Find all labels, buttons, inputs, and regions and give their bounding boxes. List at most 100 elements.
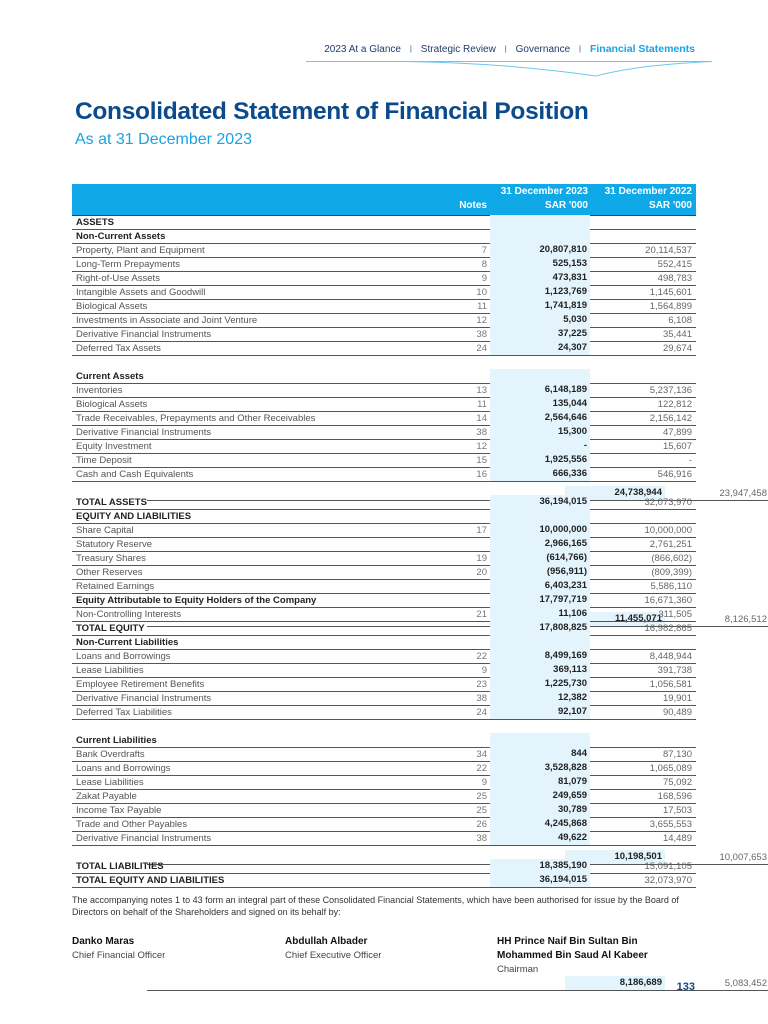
table-row: Investments in Associate and Joint Ventu… bbox=[72, 313, 696, 328]
value-2022: 47,899 bbox=[662, 427, 692, 438]
signatory-name: HH Prince Naif Bin Sultan Bin Mohammed B… bbox=[497, 936, 648, 961]
value-2023 bbox=[490, 733, 590, 747]
section-header-row: Non-Current Assets bbox=[72, 229, 696, 244]
value-2023: 20,807,810 bbox=[490, 243, 590, 257]
row-note: 22 bbox=[476, 651, 487, 662]
value-2023: 6,403,231 bbox=[490, 579, 590, 593]
nav-item-financial-statements[interactable]: Financial Statements bbox=[589, 43, 695, 55]
table-row: Derivative Financial Instruments 38 12,382… bbox=[72, 691, 696, 706]
value-2022: - bbox=[688, 455, 692, 466]
row-label: Non-Current Assets bbox=[76, 231, 166, 242]
table-row: Deferred Tax Liabilities 24 92,107 90,489 bbox=[72, 705, 696, 720]
header-notes: Notes bbox=[459, 200, 487, 211]
table-row: Derivative Financial Instruments 38 37,225… bbox=[72, 327, 696, 342]
value-2023: 36,194,015 bbox=[490, 495, 590, 509]
row-note: 12 bbox=[476, 315, 487, 326]
value-2023: 11,106 bbox=[490, 607, 590, 621]
total-row: TOTAL LIABILITIES 18,385,190 15,091,105 bbox=[72, 859, 696, 874]
table-row: Lease Liabilities 9 81,079 75,092 bbox=[72, 775, 696, 790]
total-row: TOTAL EQUITY 17,808,825 16,982,865 bbox=[72, 621, 696, 636]
value-2022: 87,130 bbox=[662, 749, 692, 760]
signatory-chairman: HH Prince Naif Bin Sultan Bin Mohammed B… bbox=[497, 935, 667, 977]
table-row: Zakat Payable 25 249,659 168,596 bbox=[72, 789, 696, 804]
value-2023: 1,741,819 bbox=[490, 299, 590, 313]
row-label: Lease Liabilities bbox=[76, 777, 144, 788]
subtotal-row: 10,198,501 10,007,653 bbox=[147, 850, 768, 865]
value-2022: (809,399) bbox=[651, 567, 692, 578]
table-body: ASSETS Non-Current Assets Property, Plant … bbox=[72, 215, 768, 991]
value-2023: 81,079 bbox=[490, 775, 590, 789]
value-2022: 1,065,089 bbox=[649, 763, 692, 774]
value-2023: 30,789 bbox=[490, 803, 590, 817]
table-row: Equity Investment 12- 15,607 bbox=[72, 439, 696, 454]
row-note: 19 bbox=[476, 553, 487, 564]
value-2022: 15,607 bbox=[662, 441, 692, 452]
value-2023: 8,499,169 bbox=[490, 649, 590, 663]
row-note: 25 bbox=[476, 805, 487, 816]
row-label: Other Reserves bbox=[76, 567, 143, 578]
row-note: 22 bbox=[476, 763, 487, 774]
row-label: Inventories bbox=[76, 385, 123, 396]
value-2022: 1,145,601 bbox=[649, 287, 692, 298]
table-row: Other Reserves 20 (956,911) (809,399) bbox=[72, 565, 696, 580]
table-row: Derivative Financial Instruments 38 15,300… bbox=[72, 425, 696, 440]
value-2023: 844 bbox=[490, 747, 590, 761]
value-2023 bbox=[490, 215, 590, 229]
total-row: TOTAL ASSETS 36,194,015 32,073,970 bbox=[72, 495, 696, 510]
value-2023: 36,194,015 bbox=[490, 873, 590, 887]
signatory-title: Chief Executive Officer bbox=[285, 950, 382, 961]
header-2023-date: 31 December 2023 bbox=[500, 186, 588, 197]
row-note: 20 bbox=[476, 567, 487, 578]
row-label: Equity Attributable to Equity Holders of… bbox=[76, 595, 317, 606]
row-note: 26 bbox=[476, 819, 487, 830]
table-row: Loans and Borrowings 22 8,499,169 8,448,944 bbox=[72, 649, 696, 664]
value-2023: 5,030 bbox=[490, 313, 590, 327]
value-2023: 17,808,825 bbox=[490, 621, 590, 635]
row-label: Lease Liabilities bbox=[76, 665, 144, 676]
value-2022: 168,596 bbox=[657, 791, 692, 802]
nav-item-glance[interactable]: 2023 At a Glance bbox=[324, 43, 401, 55]
nav-item-strategic-review[interactable]: Strategic Review bbox=[420, 43, 496, 55]
row-note: 38 bbox=[476, 329, 487, 340]
table-row: Retained Earnings 6,403,231 5,586,110 bbox=[72, 579, 696, 594]
value-2023: 135,044 bbox=[490, 397, 590, 411]
nav-item-governance[interactable]: Governance bbox=[515, 43, 571, 55]
subtotal-row: 11,455,071 8,126,512 bbox=[147, 612, 768, 627]
value-2023: 8,186,689 bbox=[565, 976, 665, 990]
value-2023: 92,107 bbox=[490, 705, 590, 719]
row-label: Retained Earnings bbox=[76, 581, 155, 592]
subtotal-row: 8,186,689 5,083,452 bbox=[147, 976, 768, 991]
table-row: Statutory Reserve 2,966,165 2,761,251 bbox=[72, 537, 696, 552]
row-label: Cash and Cash Equivalents bbox=[76, 469, 194, 480]
row-note: 9 bbox=[481, 273, 487, 284]
row-note: 7 bbox=[481, 245, 487, 256]
row-label: Equity Investment bbox=[76, 441, 152, 452]
row-label: TOTAL LIABILITIES bbox=[76, 861, 164, 872]
row-note: 23 bbox=[476, 679, 487, 690]
section-header-row: EQUITY AND LIABILITIES bbox=[72, 509, 696, 524]
row-label: Intangible Assets and Goodwill bbox=[76, 287, 206, 298]
section-header-row: ASSETS bbox=[72, 215, 696, 230]
value-2023: 49,622 bbox=[490, 831, 590, 845]
row-note: 15 bbox=[476, 455, 487, 466]
row-label: Right-of-Use Assets bbox=[76, 273, 160, 284]
row-label: Current Assets bbox=[76, 371, 144, 382]
row-label: Loans and Borrowings bbox=[76, 651, 171, 662]
row-note: 24 bbox=[476, 707, 487, 718]
value-2022: 391,738 bbox=[657, 665, 692, 676]
value-2022: 14,489 bbox=[662, 833, 692, 844]
row-label: Investments in Associate and Joint Ventu… bbox=[76, 315, 258, 326]
value-2022: 32,073,970 bbox=[644, 497, 692, 508]
value-2023: 3,528,828 bbox=[490, 761, 590, 775]
table-row: Bank Overdrafts 34 844 87,130 bbox=[72, 747, 696, 762]
row-label: Bank Overdrafts bbox=[76, 749, 145, 760]
row-note: 38 bbox=[476, 693, 487, 704]
row-label: Loans and Borrowings bbox=[76, 763, 171, 774]
value-2023: 24,738,944 bbox=[565, 486, 665, 500]
table-row: Lease Liabilities 9 369,113 391,738 bbox=[72, 663, 696, 678]
value-2022: 15,091,105 bbox=[644, 861, 692, 872]
table-row: Biological Assets 11 135,044 122,812 bbox=[72, 397, 696, 412]
table-row: Treasury Shares 19 (614,766) (866,602) bbox=[72, 551, 696, 566]
row-label: ASSETS bbox=[76, 217, 115, 228]
signatory-name: Danko Maras bbox=[72, 936, 135, 947]
